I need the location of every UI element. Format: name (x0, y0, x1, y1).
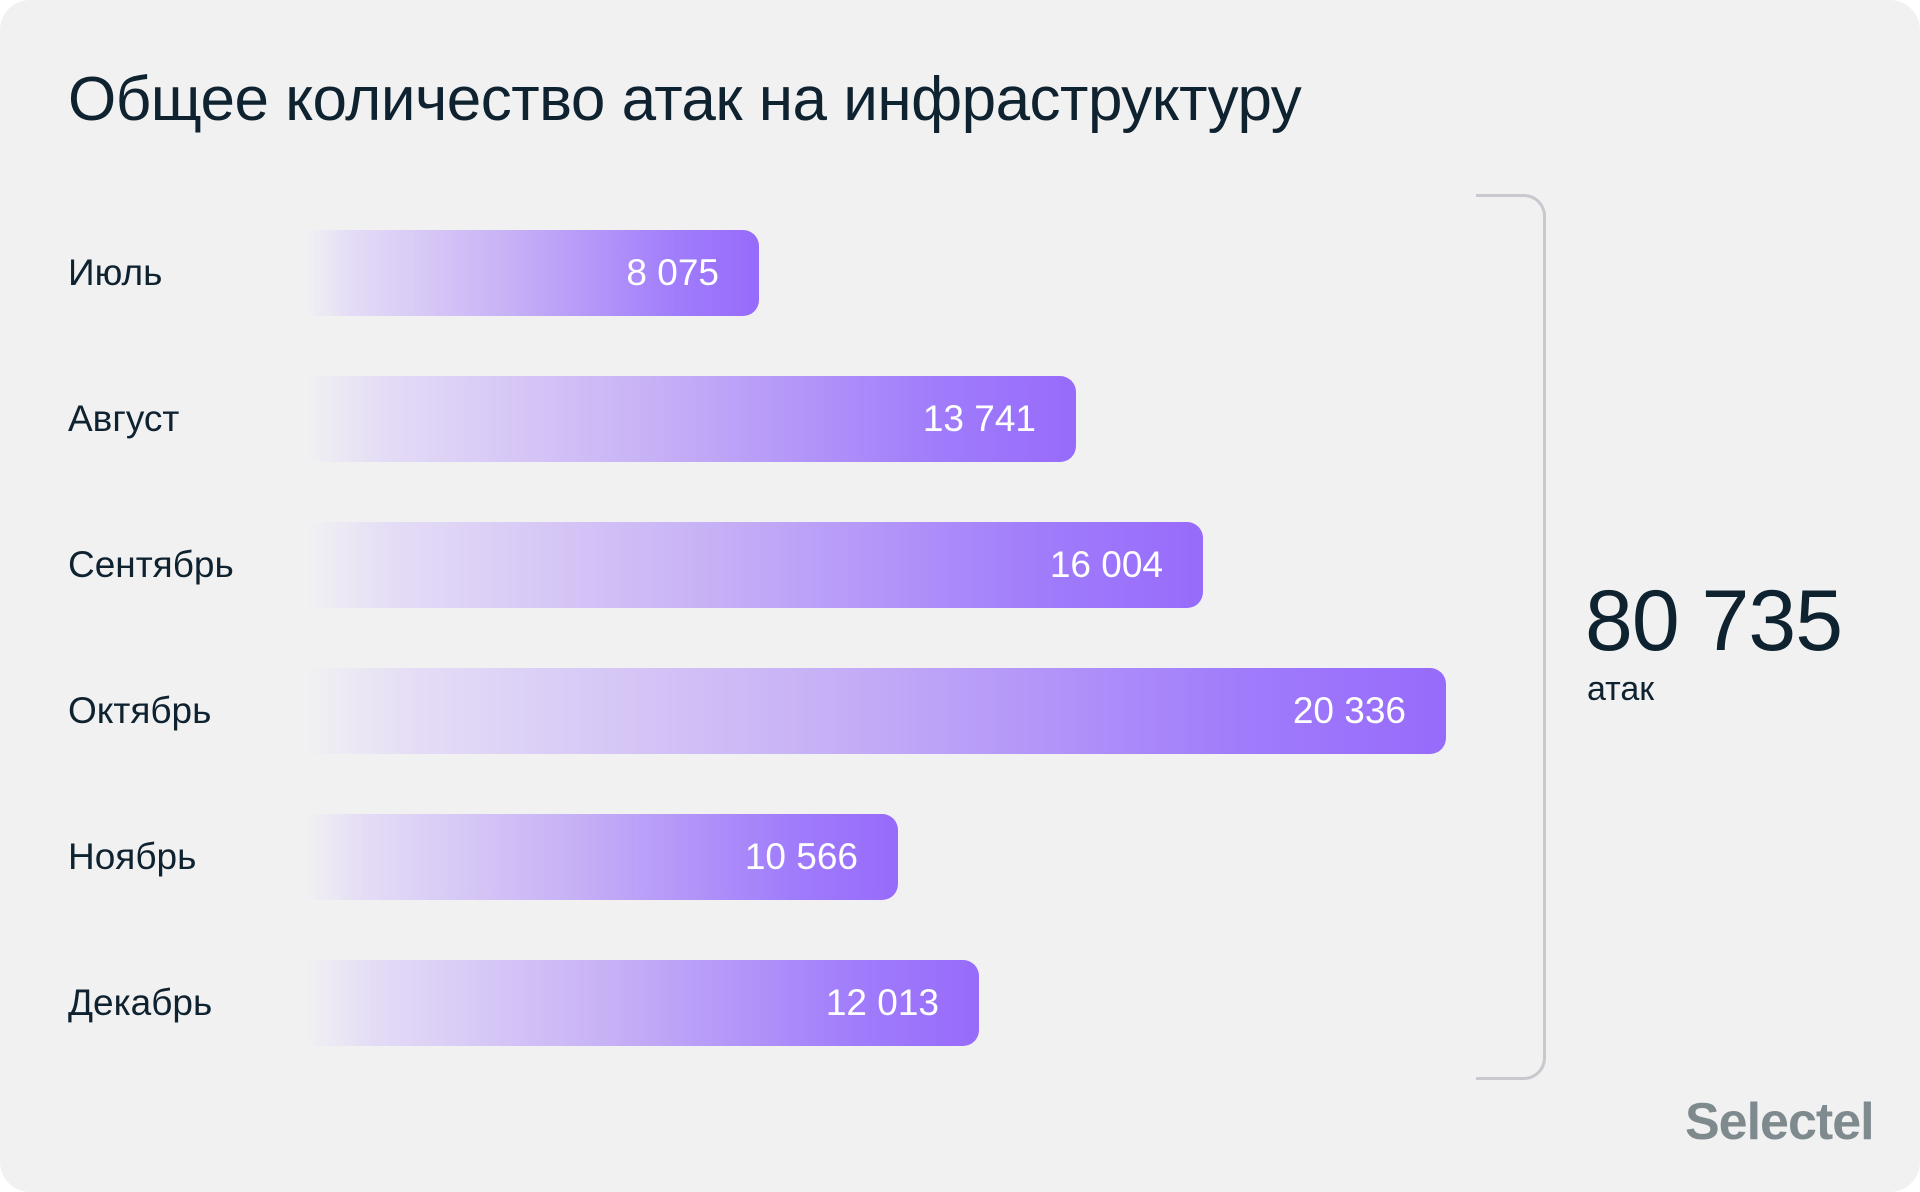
category-label: Июль (68, 252, 163, 293)
total-bracket (1476, 194, 1546, 1080)
bar: 20 336 (306, 668, 1446, 754)
selectel-logo: Selectel (1685, 1093, 1875, 1151)
bar-value-label: 20 336 (1292, 690, 1406, 731)
bar: 10 566 (306, 814, 898, 900)
bar: 13 741 (306, 376, 1076, 462)
category-label: Сентябрь (68, 544, 234, 585)
category-label: Октябрь (68, 690, 212, 731)
category-label: Ноябрь (68, 836, 197, 877)
category-label: Декабрь (68, 982, 213, 1023)
bar-value-label: 10 566 (744, 836, 858, 877)
bar-value-label: 8 075 (626, 252, 719, 293)
total-unit-label: атак (1587, 670, 1655, 708)
category-label: Август (68, 398, 180, 439)
bar: 16 004 (306, 522, 1203, 608)
bar-value-label: 13 741 (922, 398, 1036, 439)
chart-title: Общее количество атак на инфраструктуру (68, 65, 1302, 134)
bar: 12 013 (306, 960, 979, 1046)
total-value: 80 735 (1585, 573, 1843, 669)
bar: 8 075 (306, 230, 759, 316)
bar-value-label: 12 013 (825, 982, 939, 1023)
bar-value-label: 16 004 (1049, 544, 1163, 585)
